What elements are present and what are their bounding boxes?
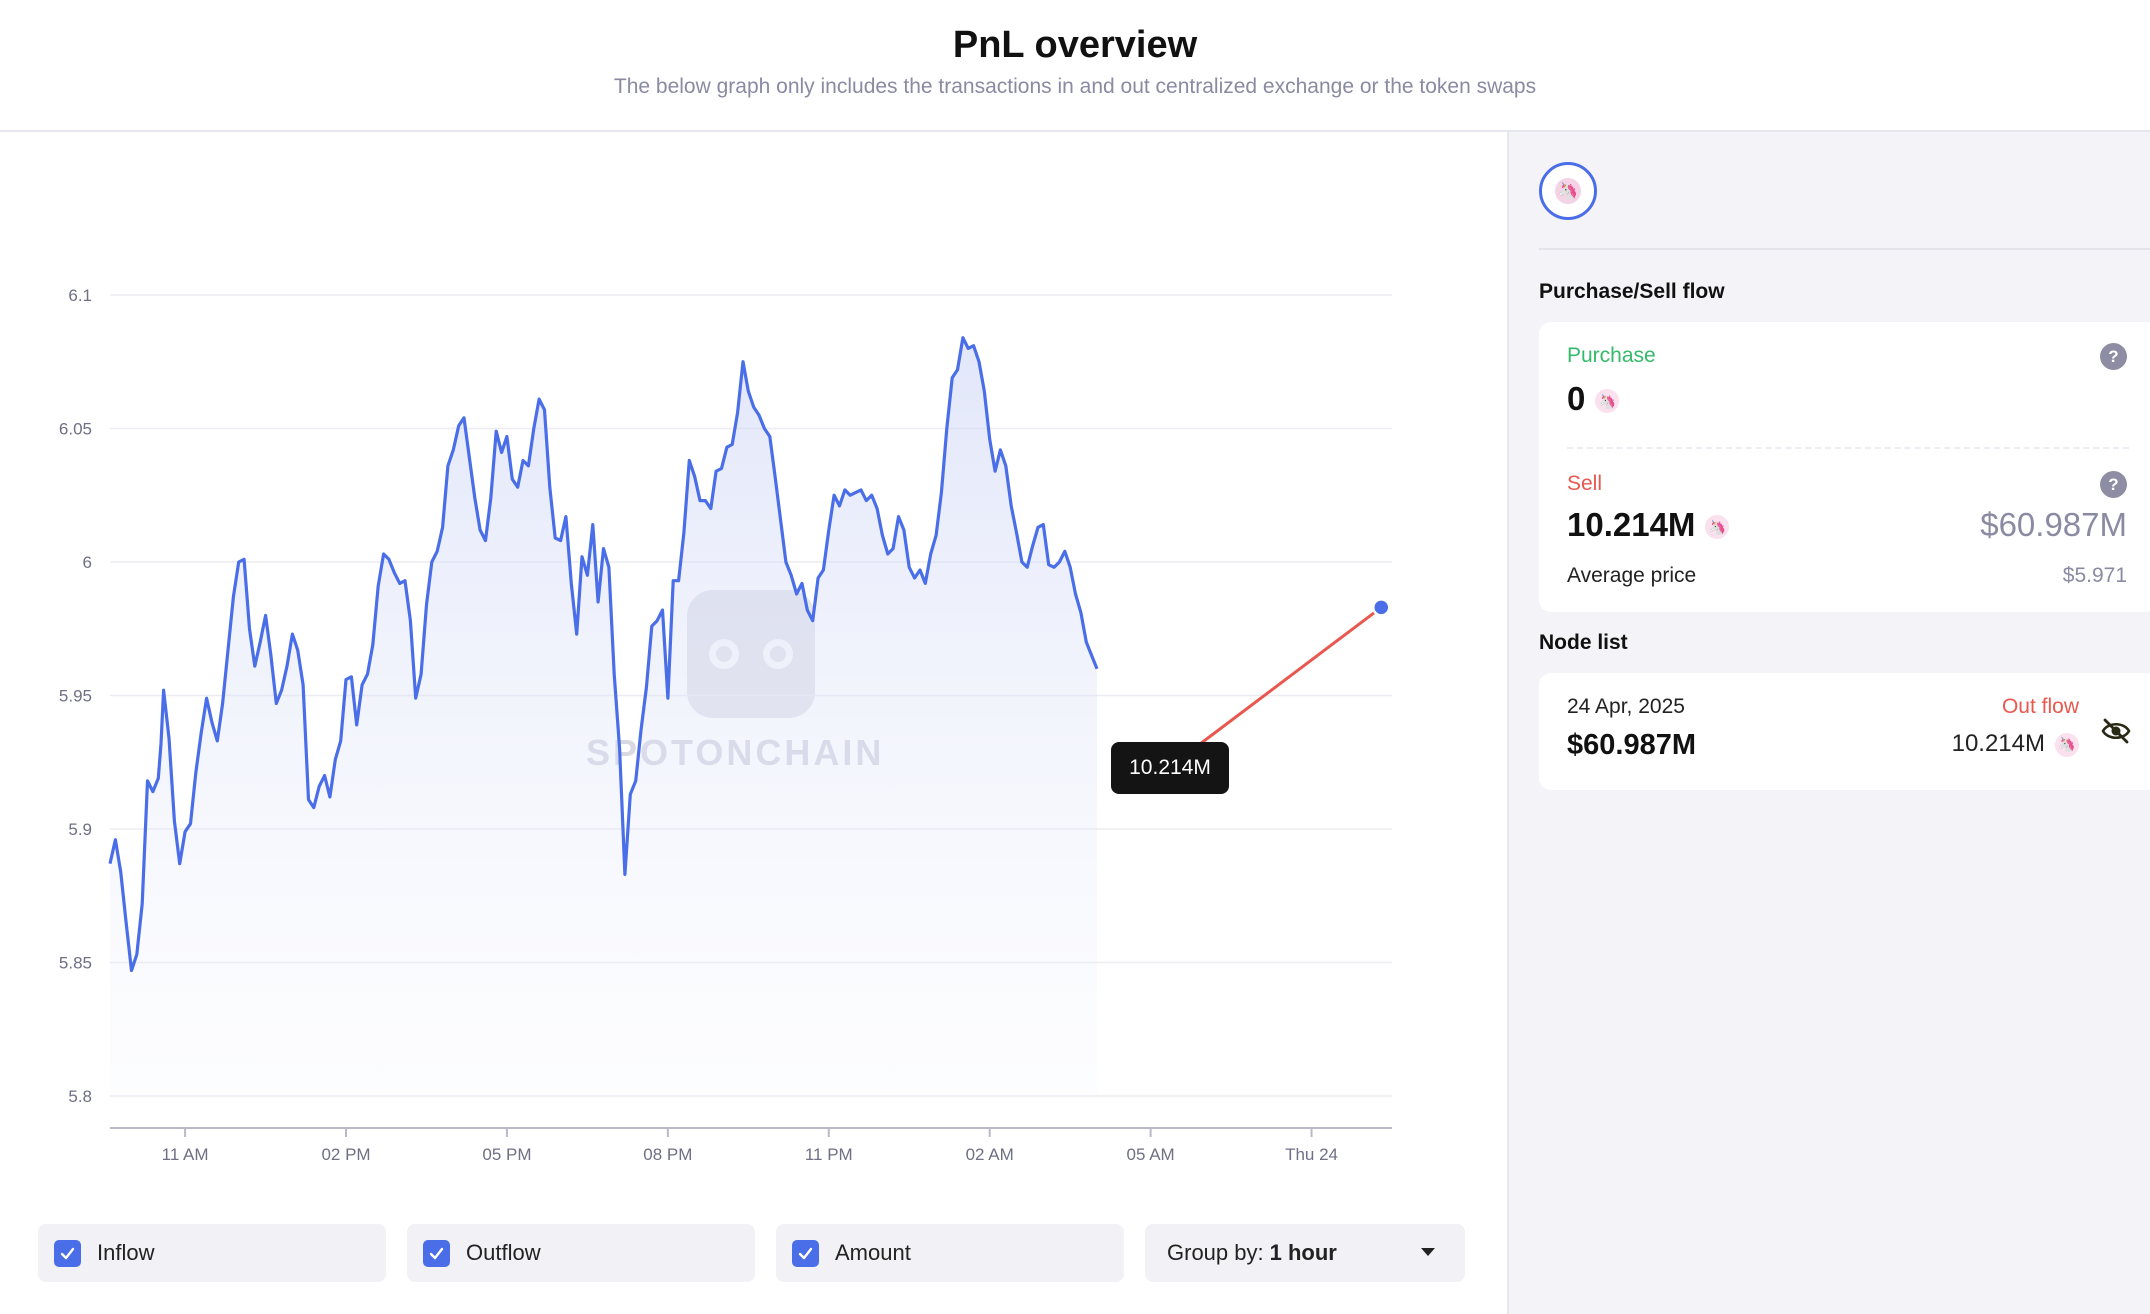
x-tick-label: 05 AM — [1127, 1145, 1175, 1164]
node-date: 24 Apr, 2025 — [1567, 695, 1685, 718]
x-tick-label: 08 PM — [643, 1145, 692, 1164]
amount-toggle[interactable]: Amount — [776, 1224, 1124, 1282]
card-divider — [1567, 447, 2129, 449]
eye-off-icon[interactable] — [2101, 717, 2131, 750]
sell-value: 10.214M 🦄 — [1567, 506, 1730, 544]
node-usd-value: $60.987M — [1567, 729, 1696, 761]
purchase-label: Purchase — [1567, 344, 1656, 367]
checkbox-checked-icon[interactable] — [792, 1239, 819, 1267]
help-icon[interactable]: ? — [2100, 471, 2127, 498]
uniswap-token-icon: 🦄 — [1705, 515, 1730, 540]
average-price-label: Average price — [1567, 564, 1697, 587]
x-tick-label: 02 PM — [321, 1145, 370, 1164]
uniswap-token-icon: 🦄 — [2055, 732, 2079, 757]
group-by-prefix: Group by: — [1167, 1240, 1264, 1265]
series-line — [108, 336, 1099, 973]
sell-label: Sell — [1567, 472, 1603, 495]
header: PnL overview The below graph only includ… — [0, 0, 2150, 132]
x-tick-label: 05 PM — [482, 1145, 531, 1164]
checkbox-checked-icon[interactable] — [54, 1239, 81, 1267]
page-subtitle: The below graph only includes the transa… — [613, 75, 1537, 98]
x-tick-label: 11 PM — [805, 1145, 853, 1164]
sell-amount: 10.214M — [1567, 506, 1696, 543]
node-list-item[interactable]: 24 Apr, 2025 $60.987M Out flow 10.214M 🦄 — [1539, 673, 2150, 790]
purchase-sell-card: Purchase ? 0 🦄 Sell ? 10.214M 🦄 $60.987M A… — [1539, 322, 2150, 612]
token-avatar[interactable]: 🦄 — [1539, 162, 1597, 220]
group-by-value: 1 hour — [1269, 1240, 1337, 1265]
amount-label: Amount — [835, 1240, 911, 1265]
inflow-toggle[interactable]: Inflow — [38, 1224, 386, 1282]
sell-usd-value: $60.987M — [1980, 506, 2127, 543]
right-sidebar: 🦄 Purchase/Sell flow Purchase ? 0 🦄 Sell … — [1507, 132, 2150, 1314]
divider — [1539, 248, 2150, 250]
outflow-label: Outflow — [466, 1240, 541, 1265]
y-tick-label: 6.1 — [68, 286, 92, 305]
outflow-toggle[interactable]: Outflow — [407, 1224, 755, 1282]
uniswap-token-icon: 🦄 — [1555, 178, 1581, 204]
x-tick-label: Thu 24 — [1285, 1145, 1338, 1164]
series-area — [110, 337, 1097, 1096]
node-list-title: Node list — [1539, 631, 1628, 654]
help-icon[interactable]: ? — [2100, 343, 2127, 370]
pnl-chart[interactable]: 6.1 6.05 6 5.95 5.9 5.85 5.8 11 AM 02 PM 05 PM 08 … — [0, 132, 1507, 1192]
y-tick-label: 5.85 — [59, 954, 92, 973]
purchase-value: 0 🦄 — [1567, 380, 1620, 418]
group-by-select[interactable]: Group by: 1 hour — [1145, 1224, 1465, 1282]
highlight-point — [1372, 598, 1391, 617]
checkbox-checked-icon[interactable] — [423, 1239, 450, 1267]
node-flow-label: Out flow — [2001, 695, 2079, 718]
chart-tooltip: 10.214M — [1111, 742, 1229, 794]
node-amount-value: 10.214M — [1951, 730, 2045, 757]
y-tick-label: 6.05 — [59, 420, 92, 439]
node-amount: 10.214M 🦄 — [1952, 730, 2079, 758]
y-tick-label: 6 — [83, 553, 92, 572]
page-title: PnL overview — [952, 24, 1198, 66]
inflow-label: Inflow — [97, 1240, 155, 1265]
y-tick-label: 5.8 — [68, 1087, 92, 1106]
x-tick-label: 11 AM — [162, 1145, 209, 1164]
y-tick-label: 5.9 — [68, 820, 92, 839]
average-price-value: $5.971 — [2062, 564, 2127, 587]
y-tick-label: 5.95 — [59, 687, 92, 706]
caret-down-icon — [1421, 1248, 1435, 1256]
x-tick-label: 02 AM — [966, 1145, 1014, 1164]
purchase-sell-title: Purchase/Sell flow — [1539, 280, 1725, 303]
purchase-amount: 0 — [1567, 380, 1586, 417]
uniswap-token-icon: 🦄 — [1595, 389, 1620, 414]
tooltip-connector — [1199, 606, 1383, 746]
